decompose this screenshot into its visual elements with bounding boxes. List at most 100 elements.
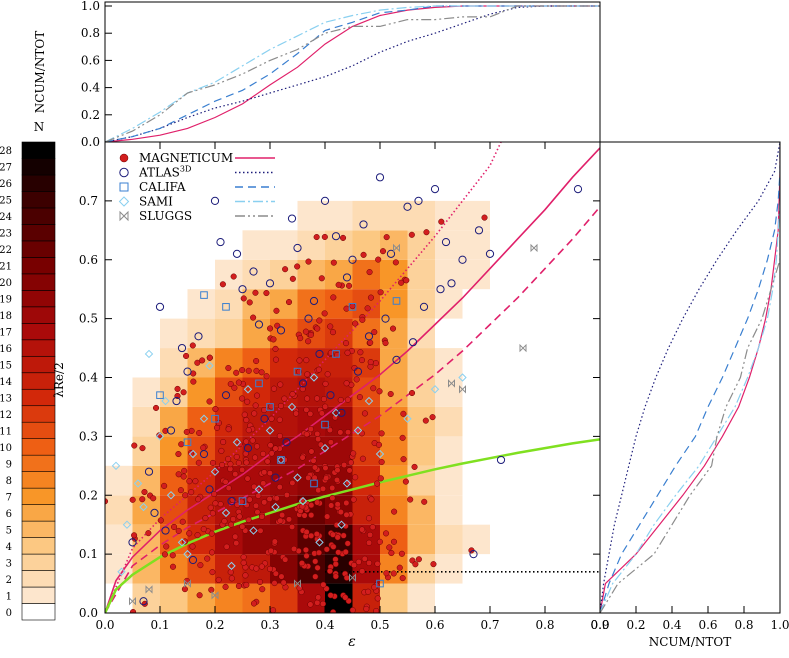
colorbar-cell <box>21 207 56 225</box>
magneticum-point <box>197 562 204 569</box>
magneticum-point <box>240 554 247 561</box>
atlas-point <box>348 255 357 264</box>
magneticum-point <box>212 405 219 413</box>
magneticum-point <box>429 414 436 421</box>
colorbar-title: N <box>34 120 45 134</box>
atlas-point <box>249 267 258 276</box>
magneticum-point <box>352 474 359 481</box>
magneticum-point <box>315 436 322 443</box>
magneticum-point <box>412 561 419 568</box>
magneticum-point <box>139 496 146 503</box>
magneticum-point <box>317 441 324 448</box>
magneticum-point <box>355 558 362 565</box>
atlas-point <box>139 597 148 606</box>
top-y-axis-label: NCUM/NTOT <box>33 31 47 113</box>
magneticum-point <box>329 329 337 336</box>
magneticum-point <box>378 430 385 437</box>
right-x-axis-label: NCUM/NTOT <box>649 635 731 649</box>
magneticum-point <box>337 396 344 404</box>
sami-point <box>177 538 187 547</box>
sami-point <box>232 438 242 447</box>
califa-point <box>156 391 164 399</box>
atlas-point <box>375 173 385 182</box>
colorbar-cell <box>21 471 56 489</box>
magneticum-point <box>231 384 238 391</box>
magneticum-point <box>330 294 337 301</box>
magneticum-point <box>313 395 321 402</box>
main-y-ticks: 0.0 0.1 0.2 0.3 0.4 0.5 0.6 0.7 <box>79 194 600 620</box>
magneticum-point <box>272 445 279 452</box>
atlas-point <box>381 314 390 323</box>
magneticum-point <box>178 441 185 448</box>
heatmap-cell <box>242 318 270 349</box>
magneticum-point <box>202 515 209 522</box>
sami-point <box>254 485 264 494</box>
colorbar-label: 28 <box>0 146 12 157</box>
magneticum-point <box>319 485 327 492</box>
magneticum-point <box>314 430 321 437</box>
magneticum-point <box>161 551 168 558</box>
magneticum-point <box>383 570 390 577</box>
heatmap-cell <box>297 377 325 407</box>
colorbar-cell <box>21 586 56 604</box>
heatmap-cell <box>270 230 298 260</box>
magneticum-point <box>250 600 258 607</box>
magneticum-point <box>183 352 190 360</box>
magneticum-point <box>400 410 407 417</box>
heatmap-cell <box>270 406 298 437</box>
sami-point <box>293 473 302 482</box>
magneticum-point <box>361 555 368 562</box>
magneticum-point <box>314 564 321 571</box>
colorbar-cell <box>21 174 56 192</box>
califa-point <box>222 303 230 311</box>
sami-point <box>210 467 220 476</box>
magneticum-point <box>245 367 252 374</box>
atlas-point <box>150 508 159 518</box>
heatmap-cell <box>242 583 270 613</box>
magneticum-point <box>382 340 389 347</box>
magneticum-point <box>337 509 344 516</box>
atlas-point <box>496 455 506 465</box>
magneticum-point <box>157 517 164 524</box>
magneticum-point <box>129 496 136 503</box>
magneticum-point <box>253 392 261 399</box>
heatmap-cell <box>435 406 463 437</box>
atlas-point <box>430 185 440 194</box>
magneticum-point <box>301 512 308 519</box>
colorbar-cell <box>21 487 56 505</box>
heatmap-cell <box>352 495 380 525</box>
colorbar-label: 4 <box>6 542 12 553</box>
heatmap-cell <box>297 348 325 378</box>
magneticum-point <box>303 529 310 536</box>
colorbar-cell <box>21 158 56 176</box>
califa-point <box>200 291 208 299</box>
heatmap-cell <box>325 289 353 319</box>
magneticum-point <box>374 595 381 602</box>
magneticum-point <box>364 305 371 312</box>
magneticum-point <box>268 415 275 422</box>
magneticum-point <box>272 356 280 363</box>
atlas-point <box>194 332 203 341</box>
magneticum-point <box>289 391 296 398</box>
califa-point <box>310 479 318 488</box>
atlas-point <box>227 497 236 506</box>
magneticum-point <box>169 552 176 559</box>
magneticum-point <box>319 600 327 607</box>
colorbar-cell <box>21 355 56 374</box>
sami-point <box>183 549 192 559</box>
colorbar-cell <box>21 240 56 258</box>
magneticum-point <box>350 496 357 503</box>
heatmap-cell <box>407 318 435 349</box>
magneticum-point <box>297 335 304 342</box>
magneticum-point <box>341 461 348 469</box>
atlas-point <box>342 273 352 282</box>
magneticum-point <box>330 259 337 266</box>
magneticum-point <box>415 556 422 563</box>
sami-point <box>133 479 143 488</box>
magneticum-point <box>254 509 261 516</box>
magneticum-point <box>239 395 246 402</box>
sami-point <box>161 396 170 406</box>
magneticum-point <box>367 358 374 366</box>
magneticum-point <box>344 540 351 547</box>
magneticum-point <box>278 573 285 580</box>
